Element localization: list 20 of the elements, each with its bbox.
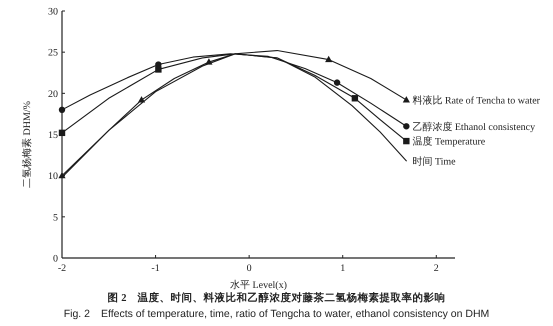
caption: Fig. 2 Effects of temperature, time, ratio of Tengcha to water, ethanol consistency on DHM [64, 308, 490, 320]
y-tick-label: 15 [48, 130, 58, 141]
x-tick-label: 0 [246, 263, 252, 274]
series-label: 乙醇浓度 Ethanol consistency [412, 120, 536, 133]
y-tick-label: 20 [48, 88, 58, 100]
y-tick-label: 0 [53, 254, 58, 264]
series-label: 温度 Temperature [412, 136, 486, 148]
caption: 图 2 温度、时间、料液比和乙醇浓度对藤茶二氢杨梅素提取率的影响 [108, 291, 446, 304]
x-tick-label: 2 [434, 263, 439, 274]
y-tick-label: 5 [53, 212, 58, 224]
y-axis-title: 二氢杨梅素 DHM/% [21, 101, 33, 188]
series-label: 时间 Time [412, 155, 456, 168]
x-tick-label: -1 [151, 263, 160, 274]
y-tick-label: 25 [48, 48, 58, 59]
x-axis-title: 水平 Level(x) [230, 279, 287, 291]
x-tick-label: -2 [58, 263, 66, 274]
y-tick-label: 10 [48, 171, 58, 182]
y-tick-label: 30 [48, 6, 58, 18]
x-tick-label: 1 [340, 263, 346, 274]
series-label: 料液比 Rate of Tencha to water [412, 94, 541, 106]
